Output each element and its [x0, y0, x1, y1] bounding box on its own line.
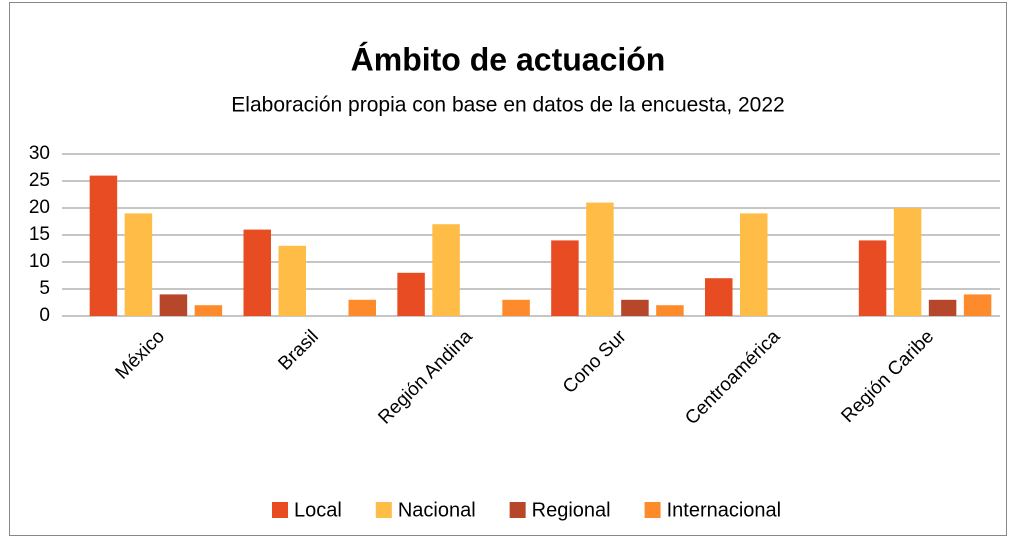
bar	[928, 299, 957, 316]
bar	[194, 305, 223, 316]
chart-title: Ámbito de actuación	[351, 41, 666, 77]
bar	[159, 294, 188, 316]
bar	[551, 240, 579, 316]
bar	[586, 202, 614, 316]
bar	[705, 278, 733, 316]
chart-border	[9, 2, 1007, 536]
legend-label: Local	[294, 499, 342, 521]
bar	[621, 299, 649, 316]
y-tick-label: 25	[29, 170, 50, 191]
bar	[278, 245, 306, 316]
bar	[502, 299, 530, 316]
bar	[432, 224, 460, 316]
bar	[348, 299, 376, 316]
y-tick-label: 10	[29, 251, 50, 272]
legend-label: Regional	[532, 499, 611, 521]
legend-swatch	[509, 502, 526, 518]
bar	[89, 175, 118, 316]
legend-swatch	[375, 502, 392, 518]
bar	[858, 240, 887, 316]
bar	[124, 213, 153, 316]
bar	[656, 305, 684, 316]
legend-swatch	[644, 502, 661, 518]
y-tick-label: 30	[29, 143, 50, 164]
bar	[963, 294, 992, 316]
bar	[740, 213, 768, 316]
y-tick-label: 20	[29, 197, 50, 218]
legend-label: Nacional	[398, 499, 476, 521]
y-tick-label: 5	[39, 278, 50, 299]
legend-label: Internacional	[667, 499, 782, 521]
chart-subtitle: Elaboración propia con base en datos de …	[231, 94, 784, 117]
y-tick-label: 15	[29, 224, 50, 245]
bar	[243, 229, 271, 316]
y-tick-label: 0	[39, 305, 50, 326]
legend-swatch	[272, 502, 288, 518]
bar	[397, 272, 425, 316]
bar	[893, 208, 922, 316]
